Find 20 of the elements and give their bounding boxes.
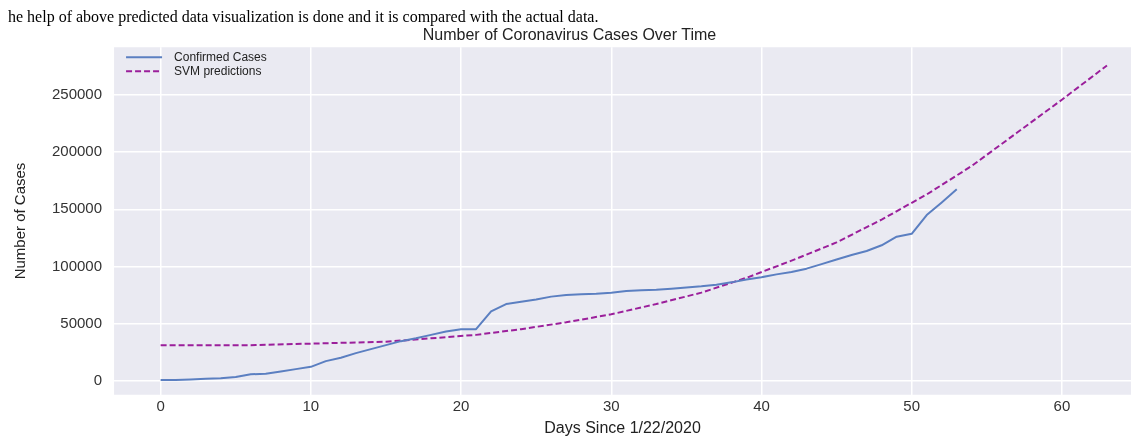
x-tick-label: 50 [903,396,921,414]
x-axis-title: Days Since 1/22/2020 [544,418,701,436]
x-tick-label: 10 [302,396,320,414]
x-tick-label: 0 [156,396,165,414]
legend-label: Confirmed Cases [174,49,267,64]
y-tick-label: 0 [93,370,103,388]
y-axis-title: Number of Cases [11,162,29,280]
y-tick-label: 200000 [51,142,103,160]
x-tick-label: 60 [1053,396,1071,414]
x-tick-label: 30 [602,396,620,414]
y-tick-label: 100000 [51,256,103,274]
y-tick-label: 250000 [51,85,103,103]
text: he help of above predicted data visualization is done and it is compared with the actual data. [8,8,600,26]
x-tick-label: 20 [452,396,470,414]
x-tick-label: 40 [753,396,770,414]
y-tick-label: 50000 [60,313,103,331]
y-tick-label: 150000 [51,199,103,217]
line-series [159,64,1108,347]
legend-label: SVM predictions [174,63,262,78]
chart-title: Number of Coronavirus Cases Over Time [422,26,717,44]
